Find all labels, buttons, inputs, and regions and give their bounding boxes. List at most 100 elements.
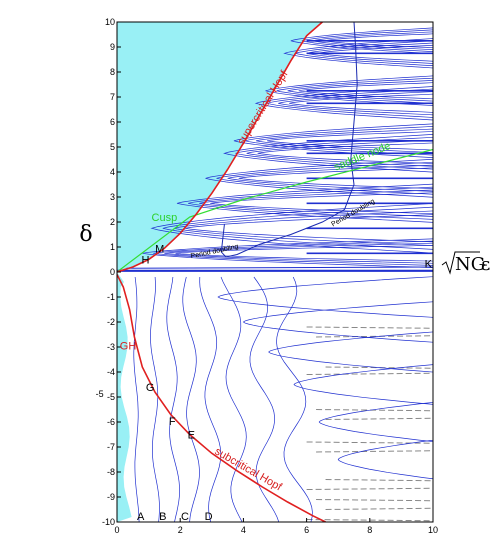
zero-branch-line <box>126 266 433 269</box>
upper-family-curve <box>223 134 433 173</box>
upper-family-curve <box>301 29 433 52</box>
x-tick-label: 2 <box>178 525 183 535</box>
upper-family-curve <box>164 242 433 264</box>
upper-family-curve <box>150 203 433 254</box>
y-tick-label: -10 <box>102 517 115 527</box>
cusp-label: Cusp <box>152 212 178 224</box>
y-axis-label: δ <box>79 222 92 247</box>
y-tick-label: 1 <box>110 242 115 252</box>
upper-family-curve <box>216 161 433 195</box>
lower-shell-curve <box>293 364 433 405</box>
lower-family-curve <box>249 276 280 522</box>
x-tick-label: 8 <box>367 525 372 535</box>
y-tick-label: -1 <box>107 292 115 302</box>
period-doubling-curve <box>220 22 358 258</box>
lower-family-curve <box>182 276 200 522</box>
upper-family-curve <box>210 192 433 215</box>
region-label: H <box>141 255 149 267</box>
upper-family-curve <box>287 80 433 102</box>
dashed-branch <box>325 507 433 510</box>
x-axis-label: NG ε <box>441 251 490 275</box>
region-label: F <box>169 416 176 428</box>
region-label: A <box>137 511 145 523</box>
y-tick-label: 9 <box>110 42 115 52</box>
upper-family-curve <box>238 167 433 189</box>
dashed-branch <box>306 326 433 329</box>
saddle-node-curve <box>117 148 433 273</box>
lower-shell-curve <box>242 301 433 343</box>
region-label: G <box>146 382 155 394</box>
upper-family-curve <box>267 131 433 151</box>
x-tick-label: 6 <box>304 525 309 535</box>
lower-shell-curve <box>217 276 433 318</box>
stable-region <box>117 22 323 522</box>
region-label: E <box>188 430 195 442</box>
y-tick-label: 5 <box>110 142 115 152</box>
lower-shell-curve <box>318 402 433 442</box>
upper-family-curve <box>265 75 433 106</box>
upper-family-curve <box>188 186 433 220</box>
upper-family-curve <box>278 91 433 116</box>
dashed-branch <box>306 487 433 490</box>
upper-family-curve <box>276 77 433 104</box>
upper-family-curve <box>298 82 433 100</box>
upper-family-curve <box>290 27 433 54</box>
y-tick-label: 10 <box>105 17 115 27</box>
y-tick-label: -9 <box>107 492 115 502</box>
x-axis-label-radicand: NG <box>455 254 485 275</box>
region-label: K <box>425 258 433 270</box>
upper-family-curve <box>246 139 433 167</box>
y-tick-label: -8 <box>107 467 115 477</box>
dashed-branch <box>306 372 433 375</box>
upper-family-curve <box>199 189 433 217</box>
dashed-branch <box>325 479 433 482</box>
lower-family-curve <box>133 276 140 522</box>
y-tick-label: -4 <box>107 367 115 377</box>
region-label: B <box>159 511 166 523</box>
y-tick-label: 6 <box>110 117 115 127</box>
y-tick-label: -7 <box>107 442 115 452</box>
dashed-branch <box>316 450 433 453</box>
dashed-branch <box>316 499 433 502</box>
dashed-branch <box>325 417 433 420</box>
region-label: D <box>205 511 213 523</box>
subcritical-hopf-label: subcritical Hopf <box>212 445 284 493</box>
stray-tick-label: -5 <box>96 389 104 399</box>
dashed-branch <box>316 335 433 338</box>
y-tick-label: 2 <box>110 217 115 227</box>
y-tick-label: 8 <box>110 67 115 77</box>
lower-family-curve <box>220 276 247 522</box>
y-tick-label: 4 <box>110 167 115 177</box>
upper-family-curve <box>257 142 433 164</box>
dashed-branch <box>316 409 433 412</box>
y-tick-label: -2 <box>107 317 115 327</box>
y-tick-label: -6 <box>107 417 115 427</box>
upper-family-curve <box>283 38 433 69</box>
dashed-branch <box>306 441 433 444</box>
plot-area <box>117 22 433 522</box>
x-tick-label: 10 <box>428 525 438 535</box>
upper-family-curve <box>233 123 433 158</box>
y-tick-label: 7 <box>110 92 115 102</box>
generalized-hopf-curve <box>117 274 326 522</box>
y-tick-label: -3 <box>107 342 115 352</box>
upper-family-curve <box>255 128 433 153</box>
upper-family-curve <box>176 183 433 223</box>
lower-shell-curve <box>268 331 433 373</box>
lower-shell-curve <box>337 439 433 480</box>
upper-family-curve <box>289 93 433 113</box>
x-tick-label: 0 <box>114 525 119 535</box>
region-label: M <box>155 243 164 255</box>
y-tick-label: -5 <box>107 392 115 402</box>
x-tick-label: 4 <box>241 525 246 535</box>
x-axis-label-epsilon: ε <box>481 254 490 275</box>
hopf-curve <box>117 22 323 273</box>
lower-family-curve <box>199 276 222 522</box>
lower-family-curve <box>276 276 313 522</box>
region-label: C <box>181 511 189 523</box>
lower-family-curve <box>150 276 160 522</box>
y-tick-label: 3 <box>110 192 115 202</box>
lower-family-curve <box>166 276 180 522</box>
